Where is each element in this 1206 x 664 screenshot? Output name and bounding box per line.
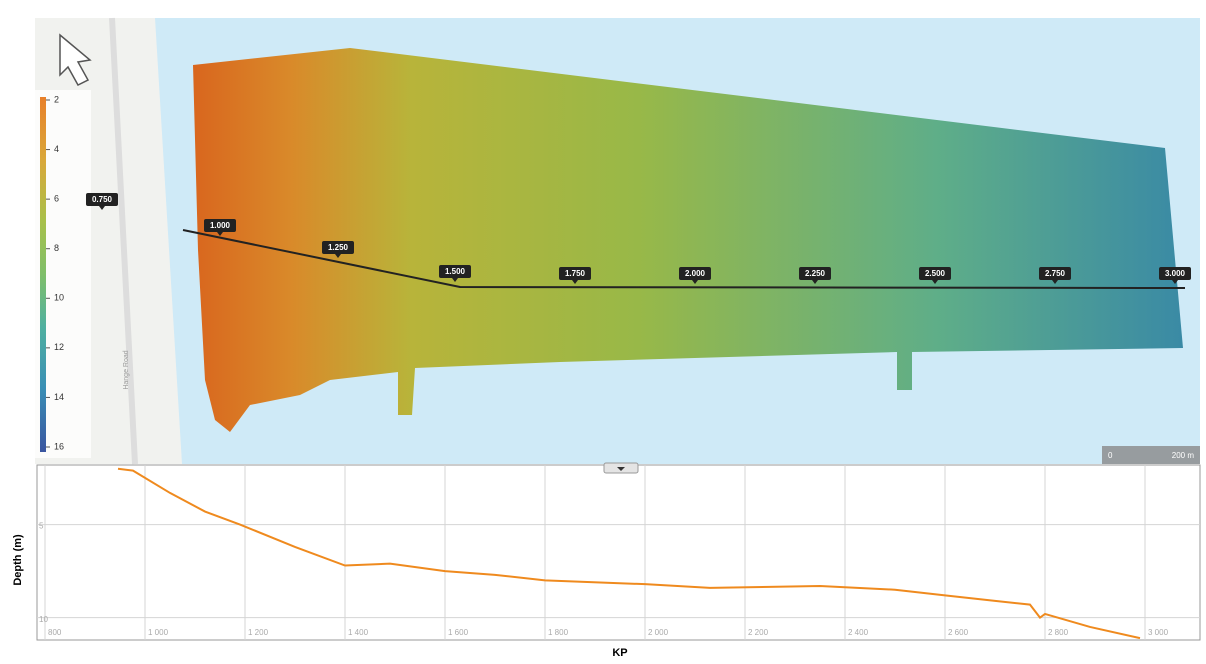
x-tick-label: 1 800: [548, 628, 569, 637]
kp-marker: [204, 219, 236, 232]
kp-marker: [1159, 267, 1191, 280]
kp-label: 1.750: [565, 269, 586, 278]
kp-label: 2.750: [1045, 269, 1066, 278]
x-axis-label: KP: [612, 647, 627, 659]
x-tick-label: 3 000: [1148, 628, 1169, 637]
kp-label: 1.000: [210, 221, 231, 230]
kp-marker: [559, 267, 591, 280]
kp-pointer: [812, 280, 818, 284]
kp-marker: [799, 267, 831, 280]
y-tick-label: 10: [39, 615, 48, 624]
route-line: [182, 229, 1186, 289]
kp-pointer: [572, 280, 578, 284]
x-tick-label: 2 400: [848, 628, 869, 637]
kp-pointer: [335, 254, 341, 258]
kp-label: 2.250: [805, 269, 826, 278]
scale-label: 200 m: [1172, 451, 1195, 460]
kp-pointer: [1172, 280, 1178, 284]
kp-pointer: [217, 232, 223, 236]
kp-pointer: [932, 280, 938, 284]
scale-bar: [1102, 446, 1200, 464]
x-tick-label: 1 200: [248, 628, 269, 637]
road: [109, 17, 138, 465]
kp-label: 0.750: [92, 195, 113, 204]
kp-label: 1.500: [445, 267, 466, 276]
collapse-icon: [617, 467, 625, 471]
depth-profile: [117, 467, 1141, 640]
legend-label: 14: [54, 392, 64, 402]
x-tick-label: 1 600: [448, 628, 469, 637]
legend-label: 10: [54, 293, 64, 303]
kp-label: 2.000: [685, 269, 706, 278]
x-tick-label: 1 000: [148, 628, 169, 637]
kp-pointer: [452, 278, 458, 282]
kp-marker: [439, 265, 471, 278]
legend-label: 2: [54, 94, 59, 104]
legend-label: 6: [54, 194, 59, 204]
kp-marker: [919, 267, 951, 280]
x-tick-label: 2 200: [748, 628, 769, 637]
x-tick-label: 2 600: [948, 628, 969, 637]
x-tick-label: 1 400: [348, 628, 369, 637]
kp-marker: [1039, 267, 1071, 280]
y-tick-label: 5: [39, 522, 44, 531]
legend-label: 4: [54, 144, 59, 154]
legend-label: 12: [54, 342, 64, 352]
y-axis-label: Depth (m): [12, 534, 24, 586]
kp-pointer: [99, 206, 105, 210]
kp-marker: [322, 241, 354, 254]
kp-label: 1.250: [328, 243, 349, 252]
survey-surface: [193, 48, 1183, 432]
profile-panel: [36, 464, 1201, 641]
north-arrow: [59, 33, 92, 86]
kp-markers: 0.750 1.000 1.250 1.500 1.750 2.000 2.250 2.500…: [86, 193, 1191, 284]
kp-marker: [86, 193, 118, 206]
legend-label: 16: [54, 441, 64, 451]
kp-pointer: [1052, 280, 1058, 284]
road-label: Hange Road: [123, 350, 130, 389]
kp-label: 3.000: [1165, 269, 1186, 278]
x-tick-label: 2 000: [648, 628, 669, 637]
kp-label: 2.500: [925, 269, 946, 278]
kp-marker: [679, 267, 711, 280]
legend-bar: [40, 97, 46, 452]
x-tick-label: 800: [48, 628, 62, 637]
legend-label: 8: [54, 243, 59, 253]
kp-pointer: [692, 280, 698, 284]
x-tick-label: 2 800: [1048, 628, 1069, 637]
scale-label: 0: [1108, 451, 1113, 460]
